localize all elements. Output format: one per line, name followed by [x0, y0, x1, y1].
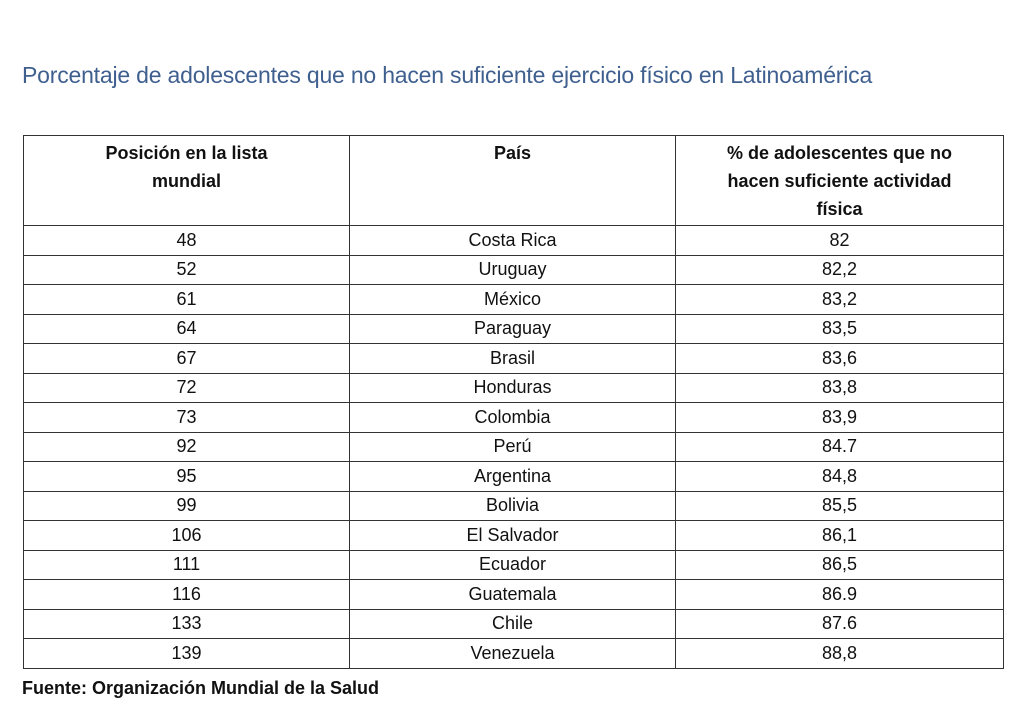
cell-percentage: 86,5 — [675, 549, 1004, 580]
cell-percentage: 84,8 — [675, 461, 1004, 492]
table-row: 72 Honduras 83,8 — [23, 372, 1004, 403]
cell-percentage: 88,8 — [675, 638, 1004, 669]
cell-position: 73 — [23, 402, 350, 433]
cell-percentage: 84.7 — [675, 431, 1004, 462]
table-row: 52 Uruguay 82,2 — [23, 254, 1004, 285]
cell-percentage: 83,2 — [675, 284, 1004, 315]
cell-country: Chile — [349, 608, 676, 639]
cell-position: 72 — [23, 372, 350, 403]
table-row: 106 El Salvador 86,1 — [23, 520, 1004, 551]
header-position: Posición en la lista mundial — [23, 135, 350, 226]
cell-position: 61 — [23, 284, 350, 315]
cell-country: Colombia — [349, 402, 676, 433]
cell-country: Costa Rica — [349, 225, 676, 256]
cell-country: Ecuador — [349, 549, 676, 580]
cell-country: Uruguay — [349, 254, 676, 285]
cell-position: 67 — [23, 343, 350, 374]
cell-country: Paraguay — [349, 313, 676, 344]
table-row: 95 Argentina 84,8 — [23, 461, 1004, 492]
cell-percentage: 86,1 — [675, 520, 1004, 551]
cell-percentage: 85,5 — [675, 490, 1004, 521]
cell-percentage: 87.6 — [675, 608, 1004, 639]
page-title: Porcentaje de adolescentes que no hacen … — [22, 62, 873, 88]
cell-country: Venezuela — [349, 638, 676, 669]
table-row: 67 Brasil 83,6 — [23, 343, 1004, 374]
cell-country: Brasil — [349, 343, 676, 374]
cell-percentage: 83,8 — [675, 372, 1004, 403]
cell-country: Perú — [349, 431, 676, 462]
header-percentage: % de adolescentes que no hacen suficient… — [675, 135, 1004, 226]
table-row: 133 Chile 87.6 — [23, 608, 1004, 639]
cell-position: 52 — [23, 254, 350, 285]
table-row: 111 Ecuador 86,5 — [23, 549, 1004, 580]
cell-position: 95 — [23, 461, 350, 492]
cell-position: 111 — [23, 549, 350, 580]
cell-position: 99 — [23, 490, 350, 521]
table-row: 73 Colombia 83,9 — [23, 402, 1004, 433]
cell-percentage: 83,9 — [675, 402, 1004, 433]
table-row: 61 México 83,2 — [23, 284, 1004, 315]
cell-position: 106 — [23, 520, 350, 551]
cell-position: 64 — [23, 313, 350, 344]
cell-country: México — [349, 284, 676, 315]
cell-position: 48 — [23, 225, 350, 256]
cell-position: 133 — [23, 608, 350, 639]
source-note: Fuente: Organización Mundial de la Salud — [22, 678, 380, 698]
cell-position: 92 — [23, 431, 350, 462]
cell-country: El Salvador — [349, 520, 676, 551]
cell-position: 139 — [23, 638, 350, 669]
cell-percentage: 86.9 — [675, 579, 1004, 610]
cell-percentage: 82,2 — [675, 254, 1004, 285]
data-table: Posición en la lista mundial País % de a… — [23, 135, 1004, 669]
table-row: 139 Venezuela 88,8 — [23, 638, 1004, 669]
table-row: 92 Perú 84.7 — [23, 431, 1004, 462]
cell-percentage: 83,6 — [675, 343, 1004, 374]
cell-country: Bolivia — [349, 490, 676, 521]
header-country: País — [349, 135, 676, 226]
cell-percentage: 82 — [675, 225, 1004, 256]
cell-country: Honduras — [349, 372, 676, 403]
table-row: 48 Costa Rica 82 — [23, 225, 1004, 256]
table-row: 99 Bolivia 85,5 — [23, 490, 1004, 521]
cell-country: Argentina — [349, 461, 676, 492]
cell-country: Guatemala — [349, 579, 676, 610]
table-row: 64 Paraguay 83,5 — [23, 313, 1004, 344]
cell-percentage: 83,5 — [675, 313, 1004, 344]
cell-position: 116 — [23, 579, 350, 610]
table-header-row: Posición en la lista mundial País % de a… — [23, 135, 1004, 226]
table-row: 116 Guatemala 86.9 — [23, 579, 1004, 610]
